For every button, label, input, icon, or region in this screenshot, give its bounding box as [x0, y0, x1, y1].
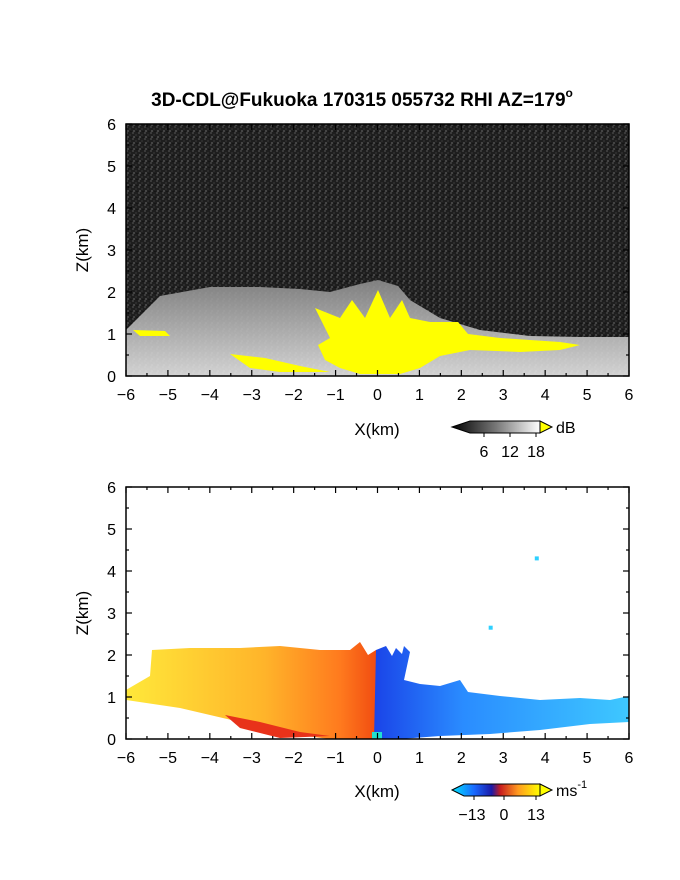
x-tick-label: 2: [457, 750, 466, 767]
y-axis-label: Z(km): [73, 228, 92, 272]
colorbar-intensity: dB 6 12 18: [450, 420, 576, 461]
x-axis-label: X(km): [354, 782, 399, 801]
strong-echo-low-left: [230, 354, 330, 372]
x-tick-label: −3: [243, 387, 261, 404]
y-tick-label: 6: [107, 480, 116, 497]
y-tick-label: 5: [107, 159, 116, 176]
y-tick-label: 1: [107, 327, 116, 344]
colorbar-tick-label: 6: [480, 444, 489, 461]
y-tick-label: 4: [107, 201, 116, 218]
colorbar-unit: dB: [556, 420, 576, 437]
x-tick-label: −3: [243, 750, 261, 767]
x-tick-label: 5: [583, 750, 592, 767]
y-tick-label: 2: [107, 285, 116, 302]
x-tick-label: −5: [159, 387, 177, 404]
x-tick-label: −2: [285, 750, 303, 767]
y-tick-label: 0: [107, 732, 116, 749]
x-tick-label: 6: [625, 750, 634, 767]
x-tick-label: 2: [457, 387, 466, 404]
axis-ticks: −6 −5 −4 −3 −2 −1 0 1 2 3 4 5 6 0 1 2 3 4 5 6: [107, 117, 633, 404]
colorbar-gradient: [450, 783, 541, 797]
x-tick-label: −6: [117, 387, 135, 404]
x-tick-label: −1: [326, 387, 344, 404]
receding-wind-low-edge: [225, 715, 330, 738]
x-tick-label: 1: [415, 387, 424, 404]
colorbar-overflow: [539, 783, 554, 797]
y-tick-label: 6: [107, 117, 116, 134]
isolated-return-point: [488, 625, 493, 630]
colorbar-overflow: [539, 420, 554, 434]
y-tick-label: 4: [107, 564, 116, 581]
x-tick-label: −5: [159, 750, 177, 767]
y-tick-label: 2: [107, 648, 116, 665]
y-tick-label: 0: [107, 369, 116, 386]
chart-title: 3D-CDL@Fukuoka 170315 055732 RHI AZ=179o: [151, 86, 573, 111]
x-tick-label: 1: [415, 750, 424, 767]
strong-echo-far-left: [133, 330, 170, 336]
y-tick-label: 3: [107, 243, 116, 260]
x-tick-label: 6: [625, 387, 634, 404]
x-tick-label: −6: [117, 750, 135, 767]
colorbar-tick-label: −13: [458, 807, 485, 824]
panel-velocity: −6 −5 −4 −3 −2 −1 0 1 2 3 4 5 6 0 1 2 3 4 5 6 X(km) Z(km) m…: [73, 480, 634, 824]
x-tick-label: 0: [373, 750, 382, 767]
x-tick-label: 0: [373, 387, 382, 404]
receding-wind-region: [126, 642, 378, 739]
x-tick-label: 5: [583, 387, 592, 404]
colorbar-tick-label: 13: [527, 807, 545, 824]
x-tick-label: −4: [201, 750, 219, 767]
x-tick-label: 4: [541, 387, 550, 404]
colorbar-tick-label: 0: [500, 807, 509, 824]
colorbar-unit: ms-1: [556, 779, 587, 800]
x-tick-label: −1: [326, 750, 344, 767]
x-axis-label: X(km): [354, 420, 399, 439]
colorbar-tick-label: 18: [527, 444, 545, 461]
x-tick-label: 3: [499, 750, 508, 767]
axis-ticks: −6 −5 −4 −3 −2 −1 0 1 2 3 4 5 6 0 1 2 3 4 5 6: [107, 480, 633, 767]
strong-echo-region: [315, 290, 580, 374]
x-tick-label: −2: [285, 387, 303, 404]
colorbar-tick-label: 12: [501, 444, 519, 461]
y-tick-label: 1: [107, 690, 116, 707]
colorbar-gradient: [450, 420, 541, 434]
y-axis-label: Z(km): [73, 591, 92, 635]
approaching-wind-region: [374, 646, 629, 739]
y-tick-label: 3: [107, 606, 116, 623]
colorbar-velocity: ms-1 −13 0 13: [450, 779, 587, 824]
y-tick-label: 5: [107, 522, 116, 539]
isolated-return-point: [534, 556, 539, 561]
x-tick-label: −4: [201, 387, 219, 404]
x-tick-label: 4: [541, 750, 550, 767]
x-tick-label: 3: [499, 387, 508, 404]
